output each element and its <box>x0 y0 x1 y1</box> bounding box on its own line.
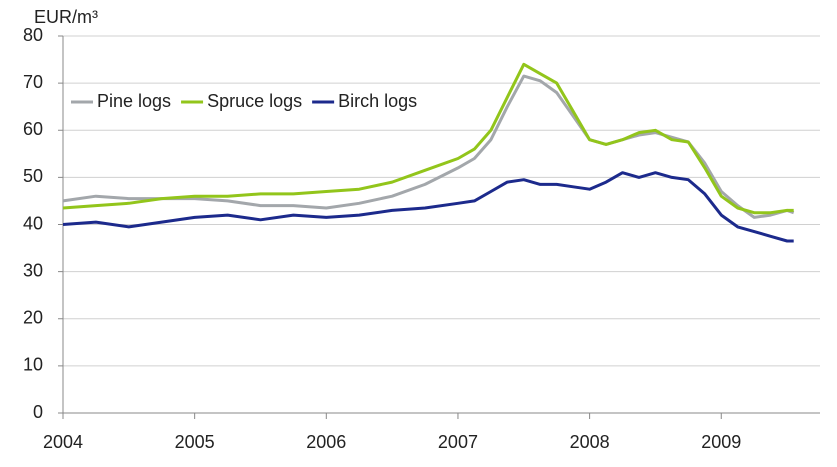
y-tick-label: 20 <box>23 308 43 328</box>
x-tick-label: 2004 <box>43 432 83 452</box>
y-tick-label: 60 <box>23 119 43 139</box>
x-tick-label: 2007 <box>438 432 478 452</box>
y-tick-label: 30 <box>23 260 43 280</box>
series-line <box>62 74 795 219</box>
y-tick-label: 10 <box>23 355 43 375</box>
x-tick-label: 2008 <box>570 432 610 452</box>
y-tick-label: 40 <box>23 213 43 233</box>
y-tick-label: 70 <box>23 72 43 92</box>
y-tick-label: 80 <box>23 25 43 45</box>
y-tick-label: 50 <box>23 166 43 186</box>
series-line <box>62 62 794 215</box>
x-tick-label: 2009 <box>701 432 741 452</box>
y-tick-label: 0 <box>33 402 43 422</box>
y-axis-label: EUR/m³ <box>34 7 98 27</box>
legend-label: Spruce logs <box>207 91 302 111</box>
legend-label: Birch logs <box>338 91 417 111</box>
x-tick-label: 2006 <box>306 432 346 452</box>
series-line <box>62 171 794 243</box>
x-tick-label: 2005 <box>175 432 215 452</box>
legend-label: Pine logs <box>97 91 171 111</box>
